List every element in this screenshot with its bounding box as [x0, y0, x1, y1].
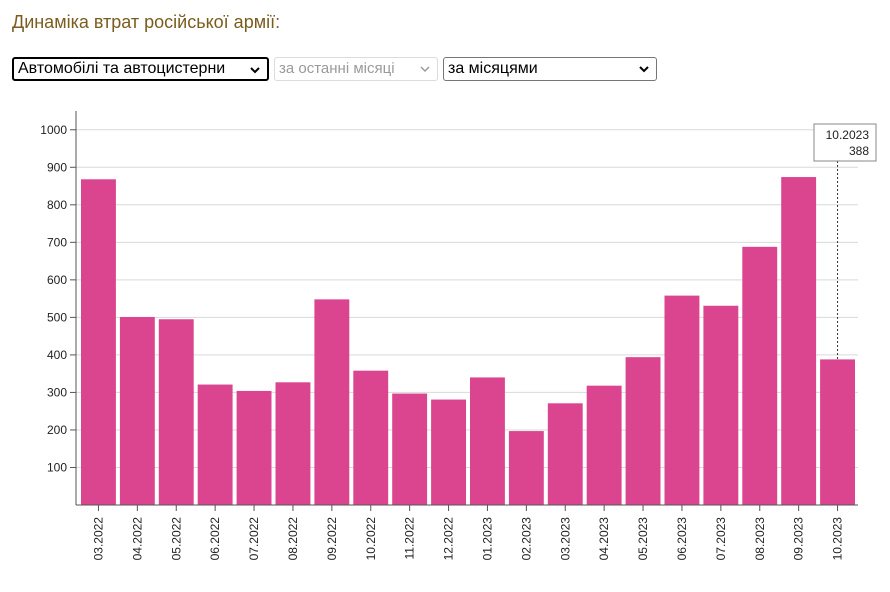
bar-05.2022 — [158, 319, 194, 505]
x-tick-label: 10.2022 — [364, 517, 378, 561]
x-tick-label: 05.2022 — [169, 517, 183, 561]
x-tick-label: 07.2023 — [714, 517, 728, 561]
bar-04.2023 — [586, 385, 622, 505]
x-tick-label: 09.2023 — [792, 517, 806, 561]
bar-10.2023 — [820, 359, 855, 505]
page-title: Динаміка втрат російської армії: — [12, 12, 281, 32]
x-tick-label: 08.2022 — [286, 517, 300, 561]
bar-06.2022 — [197, 384, 233, 505]
x-tick-label: 02.2023 — [519, 517, 533, 561]
bar-08.2023 — [742, 246, 778, 506]
x-tick-label: 06.2022 — [208, 517, 222, 561]
y-tick-label: 400 — [47, 348, 67, 362]
bar-12.2022 — [431, 399, 466, 505]
bar-10.2022 — [353, 370, 389, 505]
bar-06.2023 — [664, 295, 700, 505]
bar-08.2022 — [275, 382, 311, 505]
x-tick-label: 03.2022 — [91, 517, 105, 561]
bar-01.2023 — [470, 377, 505, 505]
x-tick-label: 03.2023 — [558, 517, 572, 561]
bar-02.2023 — [508, 431, 544, 505]
period-select[interactable]: за останні місяці — [274, 57, 438, 81]
bar-09.2022 — [314, 299, 350, 505]
y-tick-label: 600 — [47, 273, 67, 287]
y-tick-label: 1000 — [40, 123, 67, 137]
x-tick-label: 12.2022 — [442, 517, 456, 561]
x-tick-label: 08.2023 — [753, 517, 767, 561]
y-tick-label: 800 — [47, 198, 67, 212]
grouping-select-value: за місяцями — [448, 60, 538, 77]
y-tick-label: 900 — [47, 160, 67, 174]
y-tick-label: 500 — [47, 310, 67, 324]
x-tick-label: 04.2022 — [130, 517, 144, 561]
chevron-down-icon — [420, 66, 430, 73]
bar-07.2022 — [236, 390, 272, 505]
category-select[interactable]: Автомобілі та автоцистерни — [12, 57, 269, 81]
x-tick-label: 11.2022 — [403, 517, 417, 560]
x-tick-label: 04.2023 — [597, 517, 611, 561]
hover-tooltip: 10.2023 388 — [813, 123, 877, 360]
chart-bars — [81, 177, 855, 506]
tooltip-value: 388 — [849, 144, 869, 158]
bar-04.2022 — [119, 317, 155, 505]
period-select-value: за останні місяці — [279, 60, 395, 77]
bar-11.2022 — [392, 393, 428, 505]
tooltip-box — [813, 123, 877, 162]
chevron-down-icon — [639, 66, 649, 73]
x-tick-label: 05.2023 — [636, 517, 650, 561]
y-tick-label: 700 — [47, 235, 67, 249]
y-tick-label: 300 — [47, 385, 67, 399]
y-axis: 100 200 300 400 500 600 700 800 900 1000 — [40, 111, 77, 505]
chevron-down-icon — [250, 67, 260, 74]
bar-07.2023 — [703, 305, 739, 505]
x-tick-label: 06.2023 — [675, 517, 689, 561]
category-select-value: Автомобілі та автоцистерни — [18, 60, 226, 77]
grouping-select[interactable]: за місяцями — [443, 57, 657, 81]
y-tick-label: 200 — [47, 423, 67, 437]
y-tick-label: 100 — [47, 460, 67, 474]
x-tick-label: 10.2023 — [831, 517, 845, 561]
bar-05.2023 — [625, 357, 661, 505]
bar-03.2023 — [547, 403, 583, 505]
x-tick-label: 07.2022 — [247, 517, 261, 561]
bar-03.2022 — [81, 179, 116, 505]
bar-09.2023 — [781, 177, 817, 505]
x-tick-label: 01.2023 — [480, 517, 494, 561]
x-axis: 03.2022 04.2022 05.2022 06.2022 07.2022 08.20… — [76, 504, 858, 561]
tooltip-label: 10.2023 — [826, 128, 870, 142]
x-tick-label: 09.2022 — [325, 517, 339, 561]
